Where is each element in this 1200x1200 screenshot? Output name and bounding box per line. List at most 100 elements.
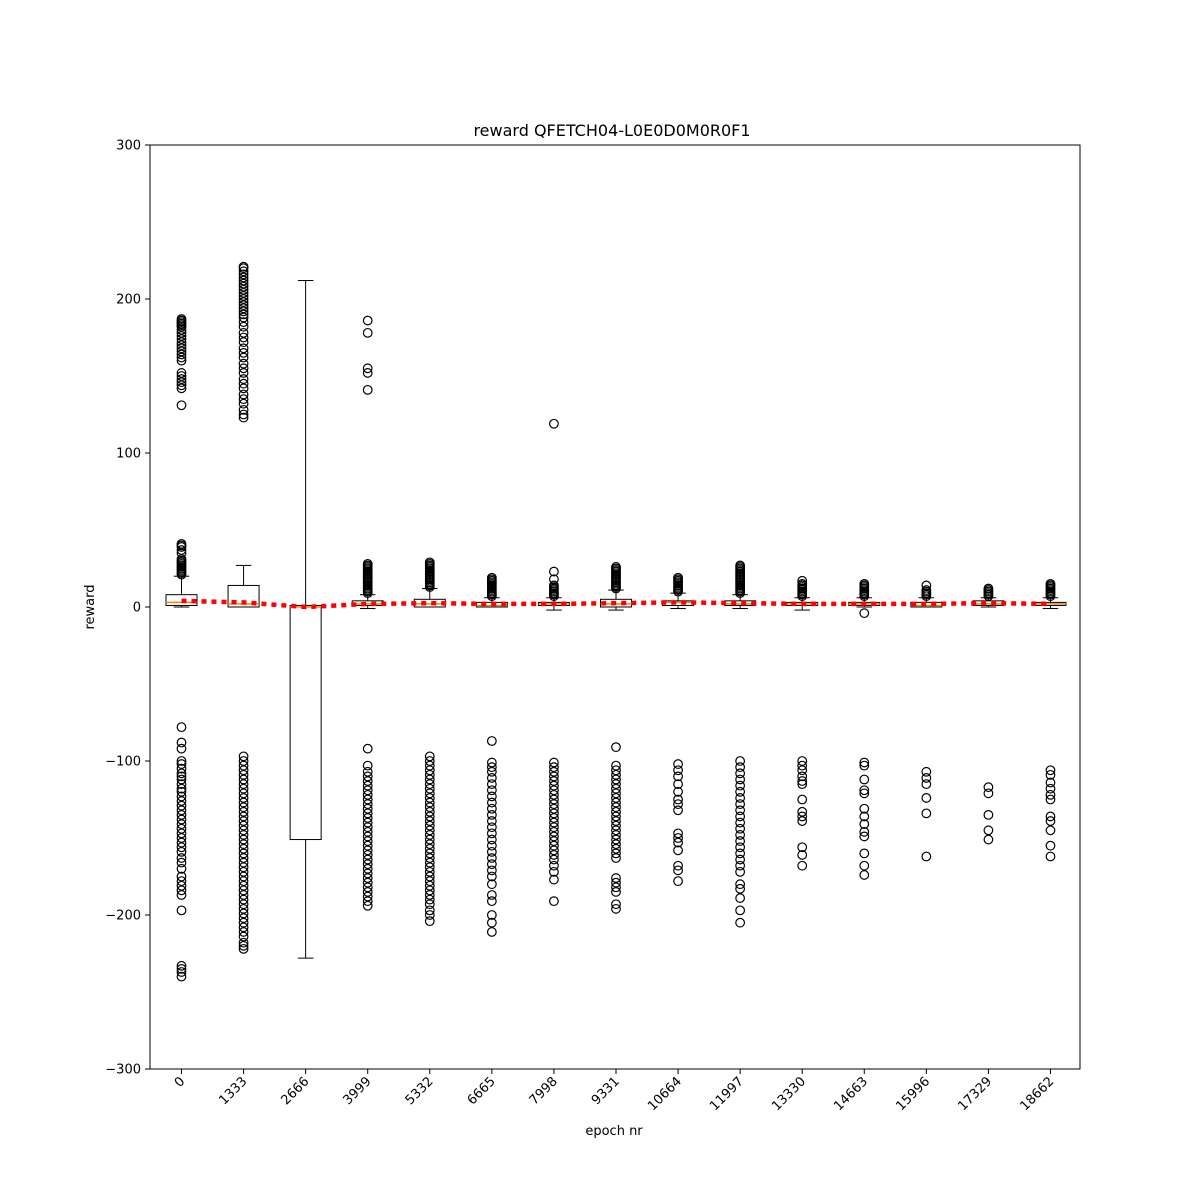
outlier-point [238,269,249,280]
outlier-point [362,785,373,796]
outlier-point [611,877,621,888]
outlier-point [238,294,249,304]
outlier-point [549,845,559,856]
outlier-point [673,572,683,583]
outlier-point [238,793,249,803]
outlier-point [673,759,683,769]
outlier-point [362,887,373,897]
outlier-point [611,793,621,803]
y-tick-label: 0 [133,601,141,616]
outlier-point [238,398,249,409]
outlier-point [486,917,497,928]
outlier-point [424,769,435,780]
outlier-point [735,786,746,797]
outlier-point [486,779,497,789]
outlier-point [238,839,249,850]
outlier-point [735,756,746,766]
outlier-point [238,756,249,766]
outlier-point [424,820,435,831]
outlier-point [176,819,187,830]
outlier-point [921,773,932,783]
outlier-point [176,343,187,354]
outlier-point [238,931,249,942]
outlier-point [238,857,249,868]
outlier-point [238,783,249,794]
outlier-point [362,808,373,819]
outlier-point [486,910,497,920]
outlier-point [238,811,249,822]
outlier-point [611,769,621,780]
y-tick-label: −300 [105,1063,141,1078]
outlier-point [238,412,249,423]
outlier-point [1045,811,1056,822]
outlier-point [673,845,683,856]
outlier-point [797,811,808,822]
outlier-point [424,843,435,854]
outlier-point [176,876,187,887]
outlier-point [549,418,559,429]
outlier-point [176,871,187,882]
outlier-point [176,768,187,779]
outlier-point [735,893,746,903]
outlier-point [486,773,497,783]
outlier-point [424,830,435,840]
outlier-point [424,839,435,850]
y-axis-label: reward [83,584,98,629]
outlier-point [549,574,559,585]
outlier-point [549,866,559,877]
outlier-point [424,866,435,877]
outlier-point [549,794,559,805]
outlier-point [424,825,435,836]
outlier-point [1045,783,1056,794]
outlier-point [424,806,435,817]
outlier-point [424,890,435,900]
outlier-point [611,788,621,799]
outlier-point [611,806,621,817]
outlier-point [611,816,621,826]
outlier-point [549,860,559,871]
outlier-point [176,337,187,348]
outlier-point [362,789,373,800]
outlier-point [424,783,435,794]
outlier-point [486,865,497,876]
outlier-point [176,371,187,381]
outlier-point [611,562,621,572]
outlier-point [486,859,497,870]
outlier-point [238,940,249,951]
outlier-point [921,766,932,777]
outlier-point [424,788,435,799]
outlier-point [859,819,870,830]
outlier-point [611,899,621,910]
outlier-point [424,857,435,868]
outlier-point [238,802,249,813]
outlier-point [549,776,559,786]
outlier-point [176,833,187,843]
outlier-point [238,825,249,836]
outlier-point [176,548,187,558]
outlier-point [673,771,683,782]
outlier-point [486,785,497,796]
outlier-point [673,779,683,789]
outlier-point [611,843,621,854]
outlier-point [176,314,187,324]
outlier-point [176,846,187,857]
outlier-point [735,917,746,928]
outlier-point [176,352,187,363]
outlier-point [549,757,559,768]
outlier-point [486,879,497,890]
outlier-point [176,774,187,785]
outlier-point [549,813,559,823]
outlier-point [611,848,621,859]
outlier-point [1045,579,1056,589]
outlier-point [611,887,621,897]
outlier-point [983,782,994,793]
outlier-point [362,363,373,374]
outlier-point [921,580,932,591]
outlier-point [1045,777,1056,788]
outlier-point [362,822,373,833]
outlier-point [486,846,497,857]
y-tick-label: −100 [105,755,141,770]
outlier-point [176,763,187,774]
outlier-point [1045,840,1056,851]
outlier-point [238,866,249,877]
